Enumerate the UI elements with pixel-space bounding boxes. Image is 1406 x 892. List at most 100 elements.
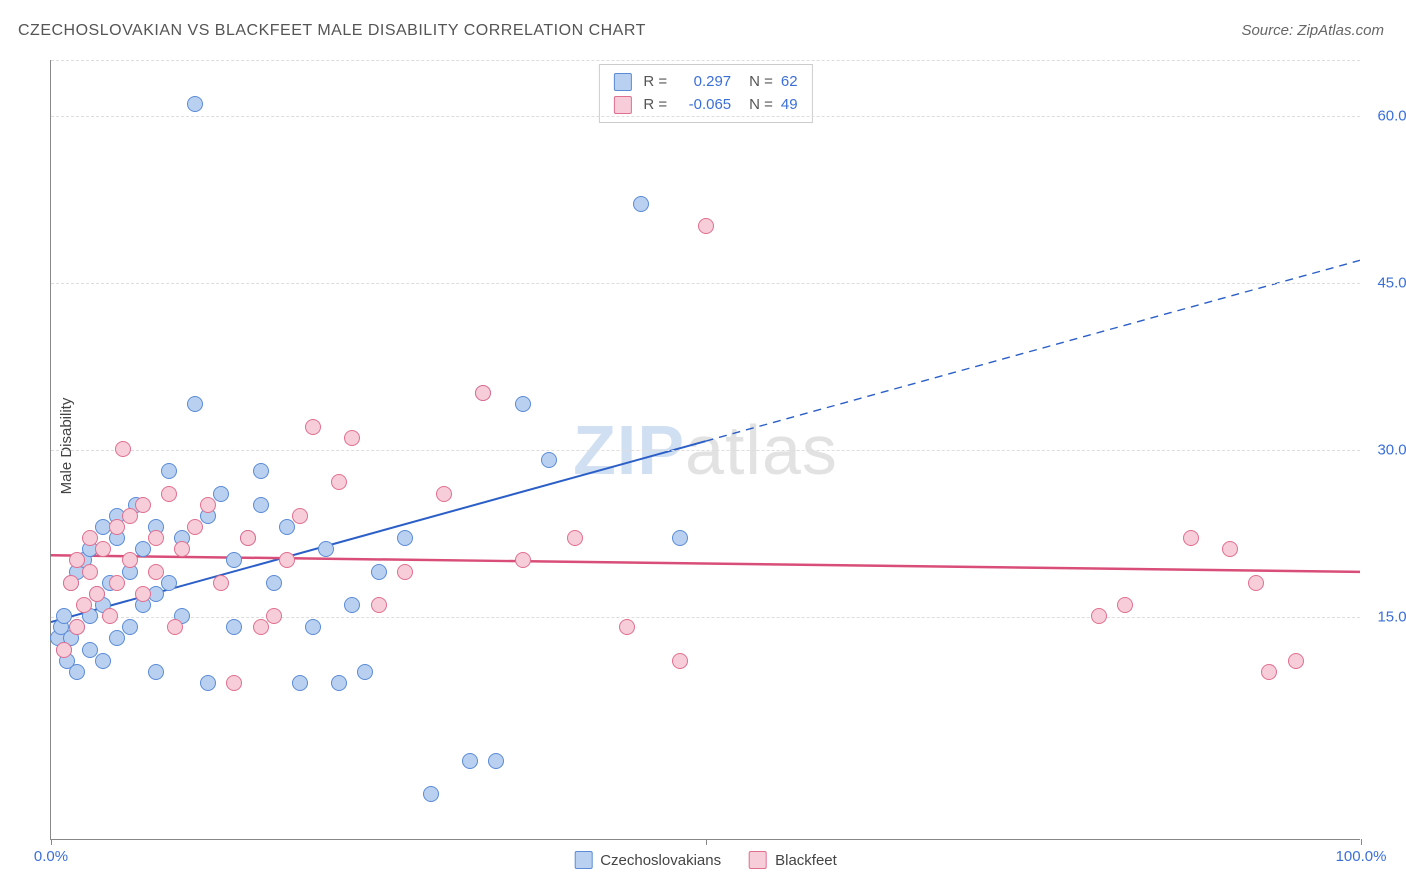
scatter-point [187, 96, 203, 112]
scatter-point [1261, 664, 1277, 680]
scatter-point [95, 541, 111, 557]
scatter-point [187, 396, 203, 412]
scatter-point [253, 463, 269, 479]
scatter-point [344, 597, 360, 613]
chart-title: CZECHOSLOVAKIAN VS BLACKFEET MALE DISABI… [18, 22, 646, 40]
scatter-point [148, 530, 164, 546]
scatter-point [56, 642, 72, 658]
legend-swatch-bottom-1 [749, 851, 767, 869]
scatter-point [63, 575, 79, 591]
scatter-point [148, 564, 164, 580]
scatter-point [109, 519, 125, 535]
scatter-point [109, 630, 125, 646]
legend-swatch-0 [613, 73, 631, 91]
scatter-point [1248, 575, 1264, 591]
scatter-point [1222, 541, 1238, 557]
scatter-point [95, 653, 111, 669]
chart-container: CZECHOSLOVAKIAN VS BLACKFEET MALE DISABI… [0, 0, 1406, 892]
scatter-point [515, 552, 531, 568]
x-tick-label: 100.0% [1336, 848, 1387, 865]
grid-line [51, 450, 1360, 451]
scatter-point [541, 452, 557, 468]
scatter-point [357, 664, 373, 680]
scatter-point [436, 486, 452, 502]
scatter-point [619, 619, 635, 635]
scatter-point [567, 530, 583, 546]
scatter-point [76, 597, 92, 613]
scatter-point [187, 519, 203, 535]
legend-series: Czechoslovakians Blackfeet [574, 851, 837, 869]
n-value-0: 62 [781, 71, 798, 94]
legend-item-0: Czechoslovakians [574, 851, 721, 869]
r-label: R = [643, 94, 667, 117]
x-tick [51, 839, 52, 845]
scatter-point [213, 575, 229, 591]
scatter-point [397, 530, 413, 546]
scatter-point [305, 619, 321, 635]
scatter-point [122, 508, 138, 524]
scatter-point [226, 675, 242, 691]
scatter-point [672, 653, 688, 669]
scatter-point [213, 486, 229, 502]
scatter-point [148, 664, 164, 680]
scatter-point [115, 441, 131, 457]
scatter-point [371, 597, 387, 613]
scatter-point [279, 552, 295, 568]
scatter-point [122, 552, 138, 568]
scatter-point [318, 541, 334, 557]
scatter-point [161, 575, 177, 591]
n-label: N = [749, 94, 773, 117]
scatter-point [305, 419, 321, 435]
grid-line [51, 617, 1360, 618]
y-tick-label: 15.0% [1377, 609, 1406, 626]
scatter-point [253, 619, 269, 635]
scatter-point [1091, 608, 1107, 624]
y-tick-label: 60.0% [1377, 107, 1406, 124]
scatter-point [397, 564, 413, 580]
scatter-point [462, 753, 478, 769]
scatter-point [174, 541, 190, 557]
scatter-point [226, 552, 242, 568]
grid-line [51, 116, 1360, 117]
scatter-point [109, 575, 125, 591]
legend-swatch-bottom-0 [574, 851, 592, 869]
legend-label-0: Czechoslovakians [600, 852, 721, 869]
scatter-point [633, 196, 649, 212]
scatter-point [167, 619, 183, 635]
scatter-point [253, 497, 269, 513]
scatter-point [488, 753, 504, 769]
n-label: N = [749, 71, 773, 94]
x-tick [706, 839, 707, 845]
plot-area: ZIPatlas R = 0.297 N = 62 R = -0.065 N =… [50, 60, 1360, 840]
scatter-point [200, 675, 216, 691]
scatter-point [135, 586, 151, 602]
legend-item-1: Blackfeet [749, 851, 837, 869]
scatter-point [1183, 530, 1199, 546]
r-value-0: 0.297 [675, 71, 731, 94]
scatter-point [69, 664, 85, 680]
n-value-1: 49 [781, 94, 798, 117]
x-tick-label: 0.0% [34, 848, 68, 865]
scatter-point [102, 608, 118, 624]
legend-row-series-1: R = -0.065 N = 49 [613, 94, 797, 117]
scatter-point [1117, 597, 1133, 613]
grid-line [51, 283, 1360, 284]
scatter-point [475, 385, 491, 401]
scatter-point [226, 619, 242, 635]
scatter-point [423, 786, 439, 802]
scatter-point [292, 675, 308, 691]
scatter-point [292, 508, 308, 524]
legend-row-series-0: R = 0.297 N = 62 [613, 71, 797, 94]
scatter-point [279, 519, 295, 535]
scatter-point [515, 396, 531, 412]
x-tick [1361, 839, 1362, 845]
source-attribution: Source: ZipAtlas.com [1241, 22, 1384, 39]
scatter-point [371, 564, 387, 580]
scatter-point [161, 486, 177, 502]
y-tick-label: 45.0% [1377, 274, 1406, 291]
scatter-point [698, 218, 714, 234]
scatter-point [82, 564, 98, 580]
scatter-point [331, 675, 347, 691]
scatter-point [344, 430, 360, 446]
scatter-point [331, 474, 347, 490]
